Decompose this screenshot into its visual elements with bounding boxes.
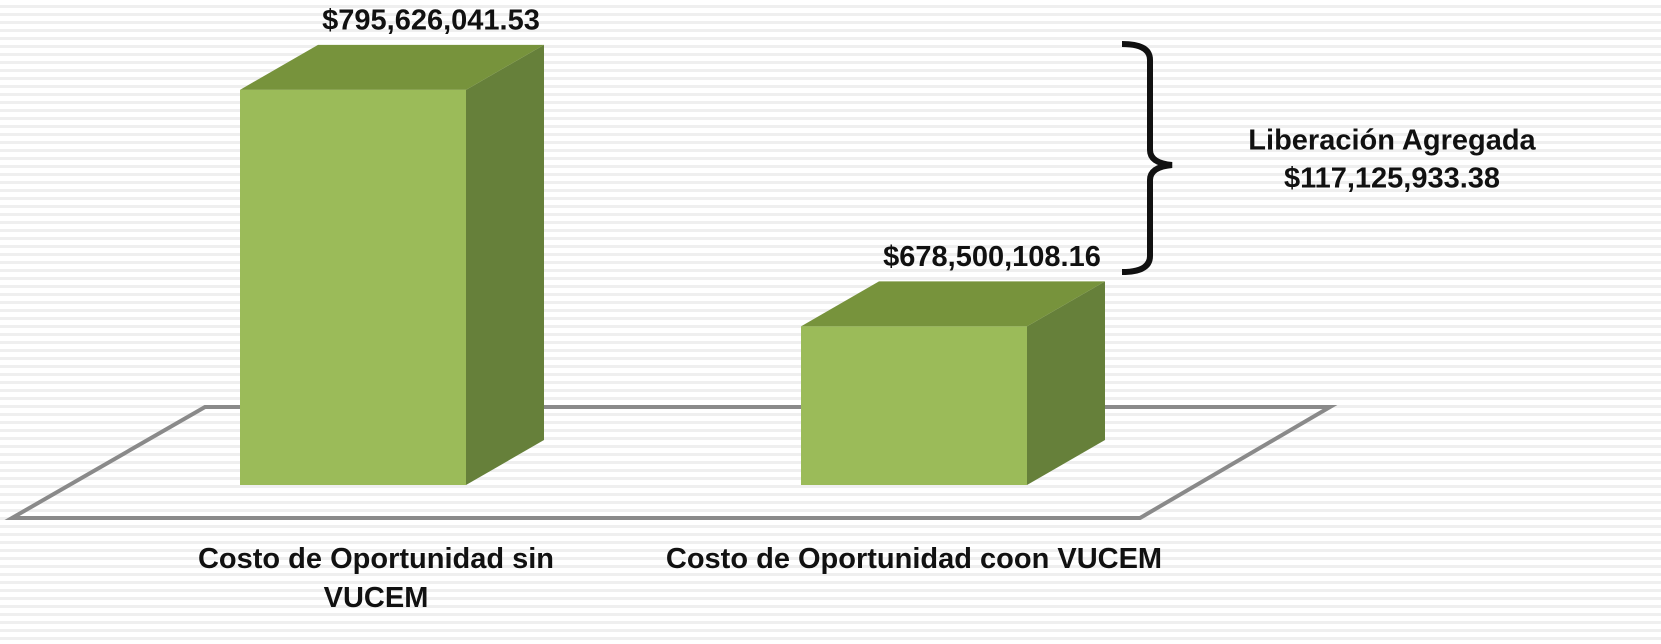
bar-top — [801, 281, 1105, 327]
floor — [4, 405, 1338, 520]
bar-side — [1027, 281, 1105, 485]
data-label: $795,626,041.53 — [322, 4, 540, 36]
bar-side — [466, 44, 544, 486]
bar — [801, 326, 1027, 485]
x-tick-label: Costo de Oportunidad sin VUCEM — [197, 543, 555, 614]
bar — [240, 89, 466, 486]
bar-top — [240, 44, 544, 90]
data-label: $678,500,108.16 — [883, 241, 1101, 273]
annotation-title: Liberación Agregada — [1248, 125, 1536, 157]
x-tick-label: Costo de Oportunidad coon VUCEM — [665, 543, 1163, 575]
bracket — [1121, 41, 1173, 275]
annotation-value: $117,125,933.38 — [1284, 163, 1500, 195]
